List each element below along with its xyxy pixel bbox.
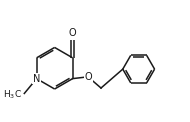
Text: O: O xyxy=(69,28,76,38)
Text: H$_3$C: H$_3$C xyxy=(3,88,22,101)
Text: N: N xyxy=(33,74,40,84)
Text: O: O xyxy=(84,72,92,82)
